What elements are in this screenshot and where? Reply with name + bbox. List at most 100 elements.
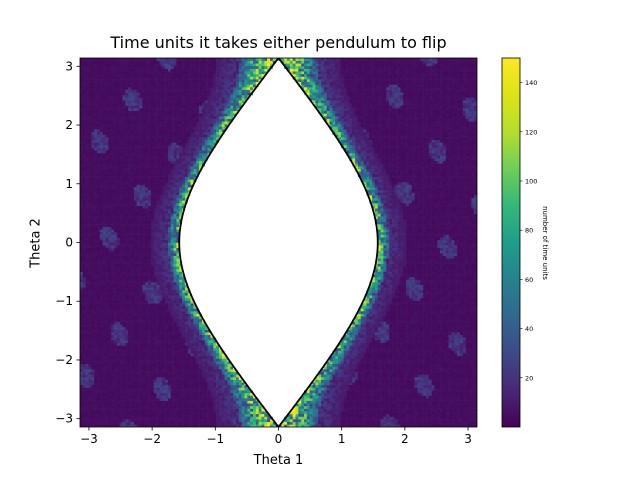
heatmap-cell bbox=[150, 268, 155, 272]
heatmap-cell bbox=[162, 71, 166, 75]
heatmap-cell bbox=[156, 332, 160, 336]
heatmap-cell bbox=[133, 266, 138, 270]
heatmap-cell bbox=[102, 147, 106, 151]
heatmap-cell bbox=[105, 105, 109, 109]
heatmap-cell bbox=[105, 202, 109, 206]
heatmap-cell bbox=[91, 276, 95, 280]
heatmap-cell bbox=[102, 408, 106, 412]
heatmap-cell bbox=[131, 150, 135, 154]
heatmap-cell bbox=[165, 71, 169, 75]
heatmap-cell bbox=[148, 242, 152, 246]
heatmap-cell bbox=[145, 155, 149, 159]
heatmap-cell bbox=[102, 292, 106, 296]
heatmap-cell bbox=[111, 200, 115, 204]
heatmap-cell bbox=[145, 71, 149, 75]
heatmap-cell bbox=[102, 86, 106, 90]
heatmap-cell bbox=[162, 276, 166, 280]
heatmap-cell bbox=[148, 113, 152, 117]
heatmap-cell bbox=[91, 150, 95, 154]
heatmap-cell bbox=[102, 121, 106, 125]
heatmap-cell bbox=[159, 63, 163, 67]
heatmap-cell bbox=[125, 221, 129, 225]
heatmap-cell bbox=[150, 229, 155, 233]
heatmap-cell bbox=[173, 318, 177, 322]
heatmap-cell bbox=[102, 308, 106, 312]
heatmap-cell bbox=[173, 324, 177, 328]
heatmap-cell bbox=[170, 247, 174, 251]
heatmap-cell bbox=[122, 131, 126, 135]
heatmap-cell bbox=[128, 234, 132, 238]
heatmap-cell bbox=[133, 379, 138, 383]
heatmap-cell bbox=[179, 305, 183, 309]
heatmap-cell bbox=[136, 129, 140, 133]
heatmap-cell bbox=[176, 113, 180, 117]
heatmap-cell bbox=[85, 110, 89, 114]
heatmap-cell bbox=[105, 189, 109, 193]
heatmap-cell bbox=[111, 142, 115, 146]
heatmap-cell bbox=[165, 326, 169, 330]
heatmap-cell bbox=[99, 84, 103, 88]
heatmap-cell bbox=[153, 284, 157, 288]
heatmap-cell bbox=[88, 102, 92, 106]
heatmap-cell bbox=[133, 419, 138, 423]
heatmap-cell bbox=[99, 60, 103, 64]
heatmap-cell bbox=[150, 102, 155, 106]
heatmap-cell bbox=[133, 334, 138, 338]
heatmap-cell bbox=[102, 237, 106, 241]
heatmap-cell bbox=[125, 216, 129, 220]
heatmap-cell bbox=[122, 282, 126, 285]
heatmap-cell bbox=[176, 60, 180, 64]
heatmap-cell bbox=[114, 279, 118, 283]
heatmap-cell bbox=[102, 421, 106, 425]
heatmap-cell bbox=[170, 366, 174, 370]
heatmap-cell bbox=[145, 150, 149, 154]
heatmap-cell bbox=[80, 308, 84, 312]
heatmap-cell bbox=[159, 187, 163, 191]
heatmap-cell bbox=[167, 253, 172, 256]
heatmap-cell bbox=[139, 326, 143, 330]
heatmap-cell bbox=[136, 416, 140, 420]
heatmap-cell bbox=[148, 398, 152, 401]
heatmap-cell bbox=[136, 263, 140, 267]
heatmap-cell bbox=[173, 419, 177, 423]
heatmap-cell bbox=[99, 403, 103, 407]
heatmap-cell bbox=[122, 419, 126, 423]
heatmap-cell bbox=[88, 84, 92, 88]
heatmap-cell bbox=[85, 398, 89, 401]
heatmap-cell bbox=[97, 137, 101, 141]
heatmap-cell bbox=[80, 245, 84, 249]
heatmap-cell bbox=[114, 297, 118, 301]
heatmap-cell bbox=[128, 202, 132, 206]
heatmap-cell bbox=[125, 113, 129, 117]
heatmap-cell bbox=[133, 92, 138, 96]
heatmap-cell bbox=[125, 97, 129, 101]
heatmap-cell bbox=[94, 144, 98, 148]
heatmap-cell bbox=[108, 297, 112, 301]
heatmap-cell bbox=[105, 73, 109, 77]
heatmap-cell bbox=[122, 123, 126, 127]
heatmap-cell bbox=[80, 184, 84, 188]
heatmap-cell bbox=[125, 79, 129, 83]
heatmap-cell bbox=[116, 305, 120, 309]
heatmap-cell bbox=[136, 334, 140, 338]
heatmap-cell bbox=[136, 353, 140, 357]
heatmap-cell bbox=[159, 382, 163, 386]
heatmap-cell bbox=[156, 313, 160, 317]
heatmap-cell bbox=[116, 73, 120, 77]
heatmap-cell bbox=[173, 84, 177, 88]
heatmap-cell bbox=[179, 250, 183, 254]
heatmap-cell bbox=[91, 313, 95, 317]
heatmap-cell bbox=[153, 274, 157, 278]
heatmap-cell bbox=[170, 342, 174, 346]
heatmap-cell bbox=[173, 181, 177, 185]
heatmap-cell bbox=[165, 411, 169, 415]
heatmap-cell bbox=[167, 121, 172, 125]
heatmap-cell bbox=[139, 398, 143, 401]
heatmap-cell bbox=[153, 245, 157, 249]
heatmap-cell bbox=[91, 405, 95, 409]
heatmap-cell bbox=[128, 160, 132, 164]
heatmap-cell bbox=[80, 160, 84, 164]
heatmap-cell bbox=[142, 369, 146, 372]
heatmap-cell bbox=[119, 121, 123, 125]
heatmap-cell bbox=[165, 189, 169, 193]
